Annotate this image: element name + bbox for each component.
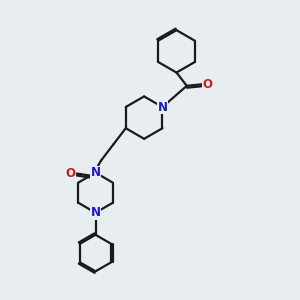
Text: O: O (65, 167, 75, 180)
Text: N: N (91, 206, 100, 219)
Text: N: N (91, 166, 100, 179)
Text: O: O (202, 78, 212, 91)
Text: N: N (158, 100, 167, 113)
